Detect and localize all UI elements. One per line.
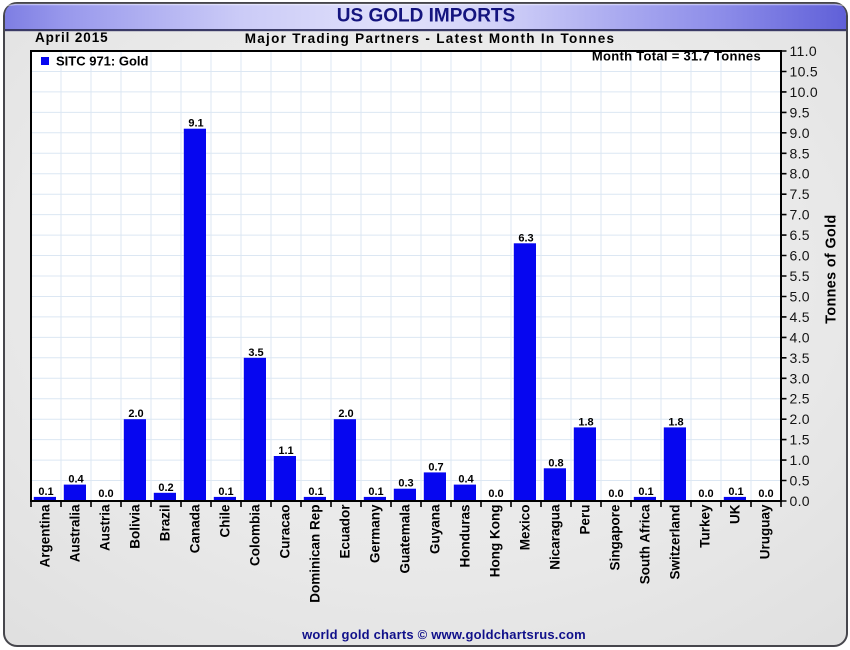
svg-text:4.0: 4.0 bbox=[790, 329, 810, 345]
svg-text:Month Total = 31.7 Tonnes: Month Total = 31.7 Tonnes bbox=[592, 49, 761, 64]
svg-text:6.0: 6.0 bbox=[790, 248, 810, 264]
svg-text:5.5: 5.5 bbox=[790, 268, 810, 284]
svg-text:1.8: 1.8 bbox=[668, 416, 683, 428]
svg-text:Dominican Rep: Dominican Rep bbox=[308, 505, 323, 603]
svg-text:Bolivia: Bolivia bbox=[128, 504, 143, 549]
svg-text:Uruguay: Uruguay bbox=[758, 504, 773, 559]
svg-text:3.0: 3.0 bbox=[790, 370, 810, 386]
svg-text:0.3: 0.3 bbox=[398, 478, 413, 490]
svg-text:3.5: 3.5 bbox=[790, 350, 810, 366]
svg-text:9.1: 9.1 bbox=[188, 118, 203, 130]
svg-text:10.0: 10.0 bbox=[790, 84, 818, 100]
svg-text:8.0: 8.0 bbox=[790, 166, 810, 182]
svg-text:0.4: 0.4 bbox=[458, 474, 474, 486]
svg-text:3.5: 3.5 bbox=[248, 347, 263, 359]
svg-text:0.1: 0.1 bbox=[638, 486, 653, 498]
svg-text:6.3: 6.3 bbox=[518, 232, 533, 244]
svg-text:UK: UK bbox=[728, 504, 743, 524]
svg-text:5.0: 5.0 bbox=[790, 289, 810, 305]
svg-text:Turkey: Turkey bbox=[698, 504, 713, 548]
svg-text:0.0: 0.0 bbox=[488, 488, 503, 500]
svg-text:Hong Kong: Hong Kong bbox=[488, 505, 503, 578]
svg-text:Curacao: Curacao bbox=[278, 505, 293, 559]
svg-text:0.0: 0.0 bbox=[698, 488, 713, 500]
svg-text:8.5: 8.5 bbox=[790, 145, 810, 161]
svg-text:7.0: 7.0 bbox=[790, 207, 810, 223]
svg-text:Switzerland: Switzerland bbox=[668, 505, 683, 580]
svg-text:1.8: 1.8 bbox=[578, 416, 593, 428]
svg-text:Chile: Chile bbox=[218, 504, 233, 537]
svg-text:Guyana: Guyana bbox=[428, 504, 443, 554]
svg-text:Mexico: Mexico bbox=[518, 505, 533, 551]
svg-text:0.7: 0.7 bbox=[428, 461, 443, 473]
svg-text:0.0: 0.0 bbox=[98, 488, 113, 500]
svg-text:4.5: 4.5 bbox=[790, 309, 810, 325]
svg-text:0.1: 0.1 bbox=[368, 486, 383, 498]
svg-text:Canada: Canada bbox=[188, 504, 203, 553]
svg-text:9.0: 9.0 bbox=[790, 125, 810, 141]
svg-text:2.0: 2.0 bbox=[790, 411, 810, 427]
svg-text:1.0: 1.0 bbox=[790, 452, 810, 468]
svg-text:Ecuador: Ecuador bbox=[338, 504, 353, 559]
svg-text:0.0: 0.0 bbox=[758, 488, 773, 500]
svg-text:April 2015: April 2015 bbox=[35, 30, 109, 45]
svg-text:7.5: 7.5 bbox=[790, 186, 810, 202]
svg-text:0.1: 0.1 bbox=[728, 486, 743, 498]
svg-text:Argentina: Argentina bbox=[38, 504, 53, 567]
svg-text:0.5: 0.5 bbox=[790, 473, 810, 489]
svg-text:1.5: 1.5 bbox=[790, 432, 810, 448]
svg-text:Nicaragua: Nicaragua bbox=[548, 504, 563, 570]
svg-text:0.1: 0.1 bbox=[308, 486, 323, 498]
svg-text:Austria: Austria bbox=[98, 504, 113, 551]
svg-text:0.1: 0.1 bbox=[218, 486, 233, 498]
svg-text:Germany: Germany bbox=[368, 504, 383, 563]
svg-text:0.4: 0.4 bbox=[68, 474, 84, 486]
svg-text:Brazil: Brazil bbox=[158, 505, 173, 542]
svg-text:Peru: Peru bbox=[578, 505, 593, 535]
svg-text:0.2: 0.2 bbox=[158, 482, 173, 494]
svg-text:SITC 971: Gold: SITC 971: Gold bbox=[56, 54, 149, 69]
svg-text:0.8: 0.8 bbox=[548, 457, 563, 469]
svg-text:Honduras: Honduras bbox=[458, 505, 473, 568]
svg-text:world gold charts © www.goldch: world gold charts © www.goldchartsrus.co… bbox=[301, 627, 586, 642]
svg-text:Guatemala: Guatemala bbox=[398, 504, 413, 574]
svg-text:1.1: 1.1 bbox=[278, 445, 293, 457]
svg-text:Singapore: Singapore bbox=[608, 504, 623, 571]
svg-text:Colombia: Colombia bbox=[248, 504, 263, 566]
svg-text:0.0: 0.0 bbox=[608, 488, 623, 500]
svg-text:10.5: 10.5 bbox=[790, 64, 818, 80]
svg-text:0.0: 0.0 bbox=[790, 493, 810, 509]
svg-text:0.1: 0.1 bbox=[38, 486, 53, 498]
svg-text:9.5: 9.5 bbox=[790, 104, 810, 120]
svg-text:Tonnes of Gold: Tonnes of Gold bbox=[823, 214, 839, 323]
svg-text:2.0: 2.0 bbox=[128, 408, 143, 420]
svg-text:Australia: Australia bbox=[68, 504, 83, 562]
svg-text:11.0: 11.0 bbox=[790, 43, 817, 59]
svg-text:2.5: 2.5 bbox=[790, 391, 810, 407]
svg-text:US GOLD IMPORTS: US GOLD IMPORTS bbox=[337, 6, 515, 27]
svg-text:6.5: 6.5 bbox=[790, 227, 810, 243]
svg-text:Major Trading Partners - Lates: Major Trading Partners - Latest Month In… bbox=[245, 31, 616, 46]
svg-text:2.0: 2.0 bbox=[338, 408, 353, 420]
svg-text:South Africa: South Africa bbox=[638, 504, 653, 584]
